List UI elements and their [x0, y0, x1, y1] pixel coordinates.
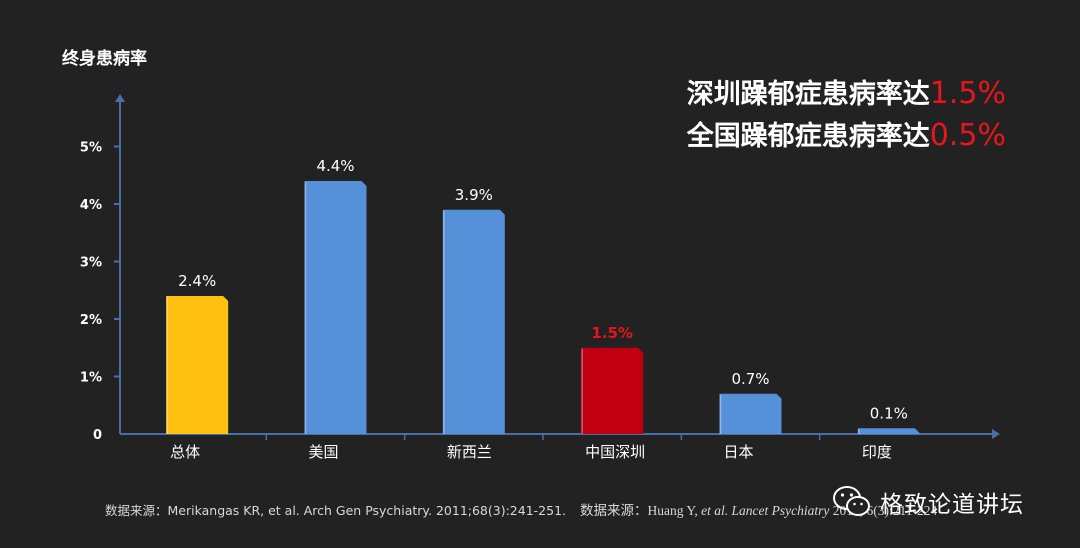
bar — [304, 181, 367, 434]
data-label: 0.7% — [731, 370, 769, 388]
x-tick-label: 日本 — [724, 443, 754, 461]
y-tick-label: 0 — [93, 428, 102, 443]
source-ref-2-prefix: 数据来源：Huang Y, — [580, 503, 702, 518]
y-tick-label: 1% — [80, 371, 102, 386]
x-tick-label: 总体 — [170, 443, 200, 461]
x-axis-arrow — [992, 429, 1000, 439]
watermark: 格致论道讲坛 — [832, 480, 1024, 524]
x-tick-label: 印度 — [862, 443, 892, 461]
data-source: 数据来源：Merikangas KR, et al. Arch Gen Psyc… — [105, 499, 937, 519]
data-label: 1.5% — [591, 324, 633, 342]
bar — [166, 296, 229, 434]
bar — [581, 347, 644, 434]
y-tick-label: 4% — [80, 198, 102, 213]
headline-shenzhen-text: 深圳躁郁症患病率达 — [686, 79, 930, 110]
headline-national-value: 0.5% — [929, 118, 1006, 153]
data-label: 0.1% — [870, 404, 908, 422]
bar — [719, 393, 782, 434]
x-tick-label: 中国深圳 — [585, 443, 645, 461]
y-axis-label: 终身患病率 — [62, 48, 147, 69]
headline-national-text: 全国躁郁症患病率达 — [686, 121, 930, 152]
headline-national: 全国躁郁症患病率达0.5% — [687, 114, 1006, 153]
data-label: 4.4% — [316, 157, 354, 175]
y-tick-label: 5% — [80, 141, 102, 156]
headline-shenzhen: 深圳躁郁症患病率达1.5% — [687, 72, 1006, 111]
headline-shenzhen-value: 1.5% — [929, 76, 1006, 111]
source-ref-1: 数据来源：Merikangas KR, et al. Arch Gen Psyc… — [105, 503, 567, 518]
watermark-text: 格致论道讲坛 — [880, 492, 1024, 518]
wechat-icon — [833, 486, 870, 516]
y-axis-arrow — [115, 94, 125, 102]
y-tick-label: 3% — [80, 256, 102, 271]
data-label: 2.4% — [178, 272, 216, 290]
bar — [442, 209, 505, 434]
x-tick-label: 美国 — [309, 443, 339, 461]
bar — [857, 428, 920, 434]
y-tick-label: 2% — [80, 313, 102, 328]
source-ref-2-italic: et al. Lancet Psychiatry — [701, 503, 830, 518]
data-label: 3.9% — [455, 186, 493, 204]
x-tick-label: 新西兰 — [447, 443, 492, 461]
